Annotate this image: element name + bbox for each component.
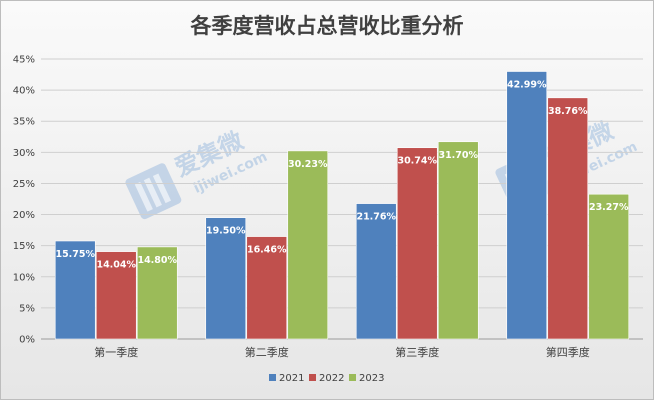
- y-tick-label: 5%: [19, 303, 35, 314]
- y-tick-label: 10%: [13, 272, 35, 283]
- y-tick-label: 45%: [13, 55, 35, 66]
- legend-swatch: [269, 374, 276, 381]
- data-label: 31.70%: [438, 150, 478, 161]
- x-category-label: 第二季度: [245, 345, 289, 359]
- y-axis: 0% 5% 10% 15% 20% 25% 30% 35% 40% 45%: [13, 55, 35, 346]
- bar-2022-3: [547, 97, 589, 340]
- data-label: 14.80%: [137, 255, 177, 266]
- x-category-label: 第三季度: [395, 345, 439, 359]
- bar-2023-0: [136, 246, 178, 340]
- data-label: 23.27%: [589, 202, 629, 213]
- y-tick-label: 30%: [13, 148, 35, 159]
- y-tick-label: 0%: [19, 335, 35, 346]
- data-label: 14.04%: [96, 260, 136, 271]
- legend-label: 2023: [359, 373, 384, 384]
- bar-2021-1: [205, 217, 247, 340]
- bars: [54, 71, 630, 340]
- chart-title: 各季度营收占总营收比重分析: [190, 13, 464, 38]
- jiwei-logo-icon: [125, 163, 182, 220]
- data-label: 16.46%: [247, 245, 287, 256]
- data-label: 21.76%: [356, 212, 396, 223]
- bar-2023-3: [588, 193, 630, 340]
- legend-swatch: [349, 374, 356, 381]
- data-label: 19.50%: [206, 226, 246, 237]
- y-tick-label: 20%: [13, 210, 35, 221]
- y-tick-label: 40%: [13, 86, 35, 97]
- y-tick-label: 25%: [13, 179, 35, 190]
- legend-swatch: [309, 374, 316, 381]
- legend-label: 2022: [319, 373, 344, 384]
- legend-item-2022: 2022: [309, 373, 344, 384]
- bar-2022-0: [95, 251, 137, 340]
- legend: 2021 2022 2023: [269, 373, 384, 384]
- data-label: 30.23%: [288, 159, 328, 170]
- legend-item-2021: 2021: [269, 373, 304, 384]
- y-tick-label: 35%: [13, 117, 35, 128]
- y-tick-label: 15%: [13, 241, 35, 252]
- x-axis: 第一季度 第二季度 第三季度 第四季度: [94, 345, 590, 359]
- data-labels: 15.75%14.04% 14.80% 19.50%16.46% 30.23% 21.7…: [55, 80, 629, 271]
- bar-2021-3: [506, 71, 548, 340]
- bar-2023-2: [437, 141, 479, 340]
- legend-item-2023: 2023: [349, 373, 384, 384]
- bar-2022-2: [396, 147, 438, 340]
- data-label: 30.74%: [397, 156, 437, 167]
- bar-2021-0: [54, 240, 96, 340]
- bar-2022-1: [246, 236, 288, 340]
- x-category-label: 第四季度: [546, 345, 590, 359]
- legend-label: 2021: [279, 373, 304, 384]
- data-label: 15.75%: [55, 249, 95, 260]
- bar-2021-2: [355, 203, 397, 340]
- data-label: 38.76%: [548, 106, 588, 117]
- data-label: 42.99%: [507, 80, 547, 91]
- bar-2023-1: [287, 150, 329, 340]
- x-category-label: 第一季度: [94, 345, 138, 359]
